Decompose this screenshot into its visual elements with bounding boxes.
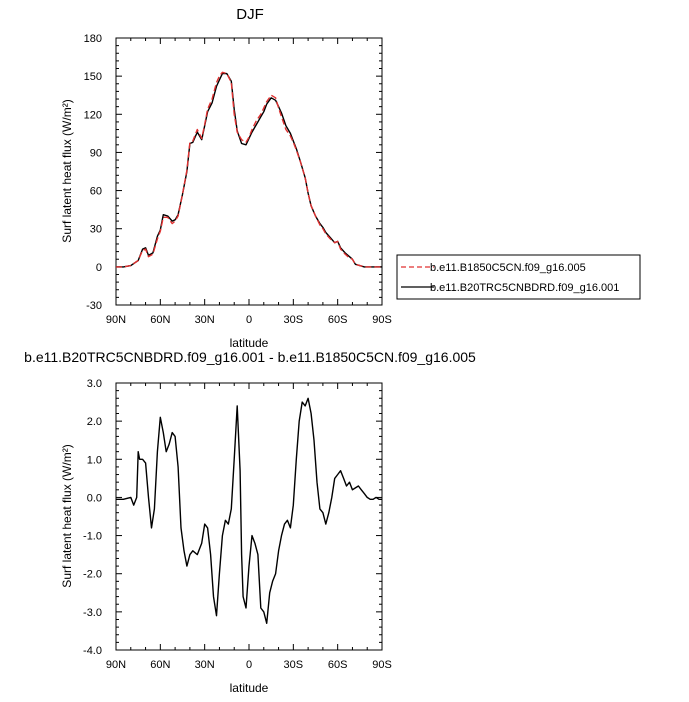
bottom-x-ticks: 90N 60N 30N 0 30S 60S 90S bbox=[106, 383, 392, 671]
top-y-tick-label: 90 bbox=[90, 147, 102, 159]
bottom-x-tick-label: 90S bbox=[372, 659, 392, 671]
bottom-y-tick-label: -3.0 bbox=[83, 607, 102, 619]
top-y-tick-label: 60 bbox=[90, 186, 102, 198]
legend-box bbox=[396, 254, 641, 300]
bottom-series-line-1 bbox=[116, 397, 382, 624]
legend: b.e11.B1850C5CN.f09_g16.005 b.e11.B20TRC… bbox=[396, 254, 641, 300]
bottom-y-tick-label: -1.0 bbox=[83, 531, 102, 543]
top-y-tick-label: 150 bbox=[84, 71, 102, 83]
top-y-tick-label: 180 bbox=[84, 33, 102, 45]
bottom-x-tick-label: 30S bbox=[284, 659, 304, 671]
top-y-tick-label: -30 bbox=[86, 300, 102, 312]
bottom-y-tick-label: 3.0 bbox=[87, 378, 102, 390]
top-title: DJF bbox=[236, 6, 264, 23]
bottom-y-tick-label: -2.0 bbox=[83, 569, 102, 581]
top-x-tick-label: 0 bbox=[246, 314, 252, 326]
bottom-plot-frame bbox=[115, 382, 383, 651]
top-series-line-1 bbox=[116, 72, 382, 268]
bottom-y-ticks: -4.0 -3.0 -2.0 -1.0 0.0 1.0 2.0 3.0 bbox=[83, 378, 382, 657]
bottom-x-tick-label: 60S bbox=[328, 659, 348, 671]
top-x-tick-label: 30N bbox=[195, 314, 215, 326]
top-y-tick-label: 0 bbox=[96, 262, 102, 274]
bottom-y-axis-label: Surf latent heat flux (W/m²) bbox=[60, 444, 74, 587]
bottom-x-tick-label: 60N bbox=[150, 659, 170, 671]
top-x-ticks: 90N 60N 30N 0 30S 60S 90S bbox=[106, 38, 392, 326]
legend-label-series-2: b.e11.B20TRC5CNBDRD.f09_g16.001 bbox=[430, 282, 619, 294]
top-y-tick-label: 30 bbox=[90, 224, 102, 236]
top-x-tick-label: 90N bbox=[106, 314, 126, 326]
bottom-y-tick-label: 2.0 bbox=[87, 416, 102, 428]
top-x-tick-label: 90S bbox=[372, 314, 392, 326]
top-x-tick-label: 60N bbox=[150, 314, 170, 326]
top-x-tick-label: 60S bbox=[328, 314, 348, 326]
bottom-x-tick-label: 0 bbox=[246, 659, 252, 671]
bottom-x-axis-label: latitude bbox=[230, 681, 269, 695]
bottom-panel: b.e11.B20TRC5CNBDRD.f09_g16.001 - b.e11.… bbox=[24, 349, 476, 695]
bottom-y-tick-label: 1.0 bbox=[87, 454, 102, 466]
bottom-y-tick-label: -4.0 bbox=[83, 645, 102, 657]
top-series-lines bbox=[116, 71, 382, 268]
top-y-axis-label: Surf latent heat flux (W/m²) bbox=[60, 99, 74, 242]
bottom-y-tick-label: 0.0 bbox=[87, 492, 102, 504]
top-series-line-2 bbox=[116, 71, 382, 268]
top-plot-frame bbox=[115, 37, 383, 306]
bottom-series-lines bbox=[116, 397, 382, 624]
top-x-axis-label: latitude bbox=[230, 336, 269, 350]
top-panel: DJF -30 0 30 60 90 120 150 180 90N 60N 30N 0 30S 60S… bbox=[60, 6, 641, 326]
top-y-ticks: -30 0 30 60 90 120 150 180 bbox=[84, 33, 382, 312]
top-x-tick-label: 30S bbox=[284, 314, 304, 326]
bottom-x-tick-label: 90N bbox=[106, 659, 126, 671]
bottom-x-tick-label: 30N bbox=[195, 659, 215, 671]
bottom-title: b.e11.B20TRC5CNBDRD.f09_g16.001 - b.e11.… bbox=[24, 349, 476, 365]
legend-label-series-1: b.e11.B1850C5CN.f09_g16.005 bbox=[430, 262, 586, 274]
top-y-tick-label: 120 bbox=[84, 109, 102, 121]
